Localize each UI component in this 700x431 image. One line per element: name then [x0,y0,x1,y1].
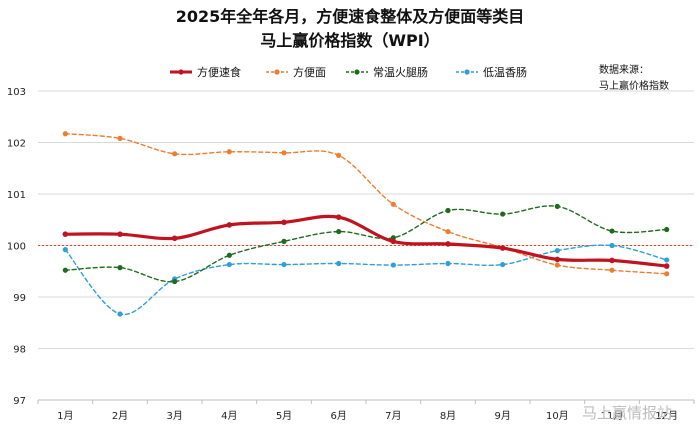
chart-subtitle: 马上赢价格指数（WPI） [260,31,439,50]
data-point-2 [172,278,178,285]
x-tick-label: 2月 [112,410,128,422]
series-line-2 [64,205,668,283]
x-tick-label: 5月 [276,410,292,422]
data-point-1 [281,150,287,156]
data-point-1 [336,152,342,158]
x-tick-label: 6月 [330,410,346,422]
data-point-1 [62,131,68,137]
data-point-2 [281,238,287,244]
series-line-0 [63,214,669,268]
watermark: 马上赢情报站 [582,404,672,422]
data-point-1 [226,149,232,155]
data-point-2 [664,226,670,233]
legend-label-3: 低温香肠 [483,66,527,79]
data-point-1 [172,151,178,157]
x-tick-label: 12月 [655,410,678,422]
data-point-3 [336,260,342,267]
y-tick-label: 102 [7,139,26,150]
x-tick-label: 9月 [494,410,510,422]
x-tick-label: 11月 [601,410,624,422]
y-tick-label: 99 [13,293,26,304]
series-line-3 [64,244,668,316]
data-point-3 [62,247,68,253]
data-point-2 [62,267,68,273]
data-point-0 [117,231,123,237]
y-axis: 97 98 99 100 101 102 103 [7,87,26,407]
legend-marker-1 [274,69,280,75]
data-point-3 [281,261,287,268]
data-point-2 [554,203,560,209]
legend: 方便速食 方便面 常温火腿肠 低温香肠 [170,65,527,79]
data-point-0 [281,219,287,226]
data-point-0 [445,241,451,247]
data-point-0 [554,256,561,263]
legend-marker-3 [464,69,470,75]
data-point-1 [664,271,670,277]
series-layer [38,131,694,317]
data-point-0 [335,214,342,220]
legend-marker-0 [178,69,184,75]
data-point-3 [390,262,396,268]
data-point-1 [445,228,451,235]
y-tick-label: 103 [7,87,26,98]
legend-label-1: 方便面 [293,65,326,79]
data-point-2 [117,265,123,271]
data-point-3 [445,260,451,267]
x-tick-label: 10月 [546,410,569,422]
data-point-3 [226,261,232,268]
data-point-3 [117,311,123,317]
x-tick-label: 3月 [166,410,182,422]
data-point-3 [500,261,506,268]
data-point-0 [62,231,69,237]
legend-label-0: 方便速食 [197,65,241,79]
data-point-2 [336,228,342,235]
y-tick-label: 101 [7,190,26,201]
source-label: 数据来源： [599,63,649,76]
data-point-0 [663,263,670,269]
data-point-3 [554,248,560,254]
x-tick-label: 7月 [385,410,401,422]
x-axis: 1月 2月 3月 4月 5月 6月 7月 8月 9月 10月 11月 12月 [37,399,695,422]
y-tick-label: 97 [13,396,26,407]
y-tick-label: 100 [7,242,26,253]
data-point-0 [226,222,233,228]
source-name: 马上赢价格指数 [599,79,669,92]
x-tick-label: 1月 [57,410,73,422]
legend-marker-2 [354,69,360,75]
data-point-3 [609,242,615,249]
data-point-2 [500,211,506,217]
data-point-2 [609,228,615,234]
data-point-2 [226,252,232,258]
data-point-1 [609,267,615,273]
x-tick-label: 8月 [440,410,456,422]
data-point-1 [117,135,123,141]
x-tick-label: 4月 [221,410,237,422]
data-point-0 [609,257,615,264]
data-point-2 [445,207,451,214]
chart-title: 2025年全年各月，方便速食整体及方便面等类目 [176,7,525,26]
data-point-0 [390,238,397,245]
data-point-1 [390,201,396,207]
y-tick-label: 98 [13,345,26,356]
legend-label-2: 常温火腿肠 [373,66,428,79]
data-point-0 [171,235,178,242]
data-point-3 [664,257,670,263]
series-line-1 [64,133,668,275]
data-point-0 [499,245,506,251]
data-point-1 [554,262,560,268]
